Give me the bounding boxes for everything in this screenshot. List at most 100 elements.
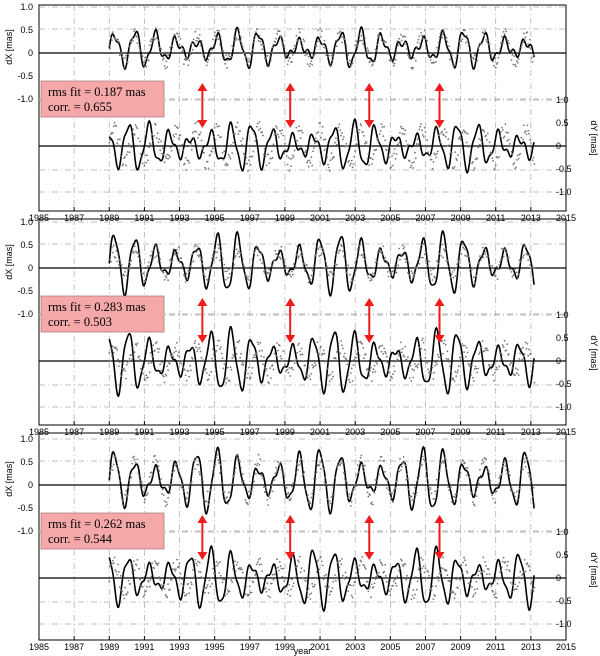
observed-point xyxy=(226,67,228,69)
observed-point xyxy=(342,255,345,258)
observed-point xyxy=(443,30,445,33)
observed-point xyxy=(327,54,330,57)
observed-point xyxy=(193,342,196,345)
observed-point xyxy=(261,131,263,134)
observed-point xyxy=(180,583,183,585)
observed-point xyxy=(469,489,472,492)
observed-point xyxy=(446,350,449,353)
observed-point xyxy=(272,579,275,581)
observed-point xyxy=(176,558,178,561)
observed-point xyxy=(432,378,435,380)
observed-point xyxy=(504,560,507,563)
observed-point xyxy=(494,66,497,69)
observed-point xyxy=(516,585,519,588)
observed-point xyxy=(472,501,474,503)
observed-point xyxy=(373,582,376,585)
observed-point xyxy=(234,255,237,257)
observed-point xyxy=(533,381,536,384)
observed-point xyxy=(364,142,366,145)
observed-point xyxy=(234,345,236,348)
observed-point xyxy=(346,269,349,271)
observed-point xyxy=(235,126,238,129)
observed-point xyxy=(284,483,286,486)
observed-point xyxy=(496,368,499,371)
observed-point xyxy=(494,57,496,60)
observed-point xyxy=(294,565,297,568)
observed-point xyxy=(486,132,489,135)
observed-point xyxy=(165,60,168,63)
observed-point xyxy=(327,585,330,588)
observed-point xyxy=(358,129,361,131)
observed-point xyxy=(284,577,287,580)
observed-point xyxy=(479,468,481,471)
observed-point xyxy=(500,570,502,572)
observed-point xyxy=(515,65,517,68)
observed-point xyxy=(216,29,219,32)
observed-point xyxy=(382,352,385,355)
observed-point xyxy=(415,143,418,145)
observed-point xyxy=(478,138,480,140)
observed-point xyxy=(441,567,444,569)
observed-point xyxy=(281,129,284,131)
observed-point xyxy=(409,166,412,169)
observed-point xyxy=(462,246,465,249)
observed-point xyxy=(159,579,162,581)
observed-point xyxy=(259,258,262,261)
observed-point xyxy=(371,158,374,161)
observed-point xyxy=(522,256,524,259)
observed-point xyxy=(485,349,487,352)
x-tick-label: 2003 xyxy=(345,427,365,437)
observed-point xyxy=(259,40,262,43)
observed-point xyxy=(301,253,304,256)
x-tick-label: 2013 xyxy=(521,427,541,437)
observed-point xyxy=(479,577,481,580)
observed-point xyxy=(341,459,343,462)
observed-point xyxy=(380,39,383,41)
observed-point xyxy=(240,36,242,39)
rms-fit-text: rms fit = 0.187 mas xyxy=(48,85,146,99)
observed-point xyxy=(169,362,171,365)
observed-point xyxy=(335,351,338,353)
observed-point xyxy=(488,263,491,266)
observed-point xyxy=(498,156,501,158)
observed-point xyxy=(194,122,197,125)
observed-point xyxy=(187,64,190,67)
observed-point xyxy=(352,488,355,491)
observed-point xyxy=(111,246,113,249)
observed-point xyxy=(369,494,371,496)
observed-point xyxy=(248,155,251,158)
observed-point xyxy=(332,55,335,58)
observed-point xyxy=(130,563,133,565)
observed-point xyxy=(231,581,234,584)
observed-point xyxy=(292,47,295,50)
observed-point xyxy=(177,565,180,568)
observed-point xyxy=(270,59,272,62)
observed-point xyxy=(204,591,206,594)
observed-point xyxy=(116,142,119,145)
observed-point xyxy=(244,593,247,595)
observed-point xyxy=(408,377,411,379)
observed-point xyxy=(459,359,462,361)
observed-point xyxy=(442,460,444,463)
observed-point xyxy=(155,255,158,257)
observed-point xyxy=(198,33,201,36)
observed-point xyxy=(327,163,329,166)
observed-point xyxy=(504,28,507,31)
observed-point xyxy=(377,34,379,37)
observed-point xyxy=(323,267,326,269)
observed-point xyxy=(392,580,395,583)
observed-point xyxy=(385,149,388,152)
observed-point xyxy=(434,364,436,367)
observed-point xyxy=(451,501,454,504)
observed-point xyxy=(522,138,524,141)
observed-point xyxy=(435,585,437,588)
observed-point xyxy=(493,593,495,596)
observed-point xyxy=(376,479,379,482)
observed-point xyxy=(351,166,354,169)
observed-point xyxy=(499,352,501,354)
observed-point xyxy=(297,344,299,346)
observed-point xyxy=(418,475,421,477)
observed-point xyxy=(419,42,422,45)
observed-point xyxy=(496,278,499,280)
observed-point xyxy=(389,379,392,382)
